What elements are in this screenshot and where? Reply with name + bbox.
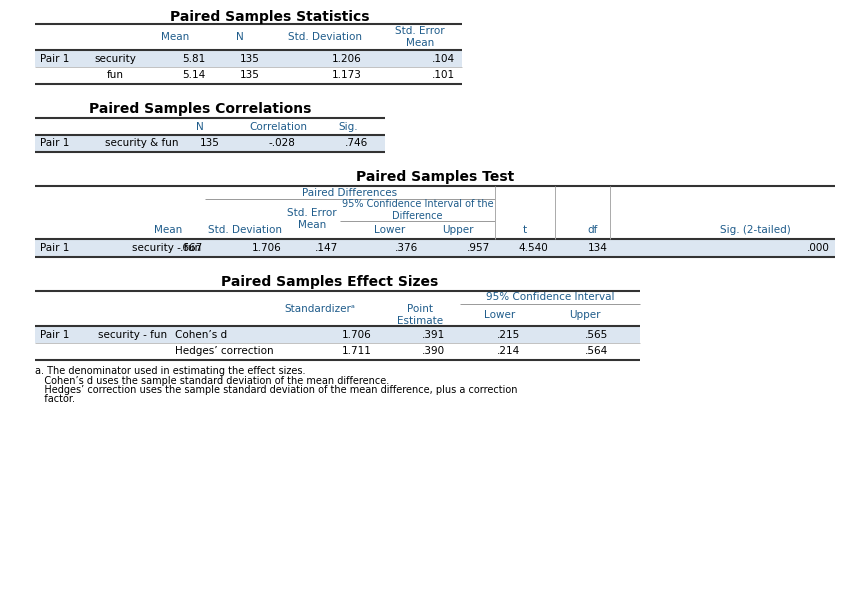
Text: security - fun: security - fun bbox=[98, 330, 167, 340]
Text: 134: 134 bbox=[588, 243, 608, 253]
Text: Sig.: Sig. bbox=[338, 122, 357, 131]
Text: Upper: Upper bbox=[442, 225, 473, 235]
Text: 135: 135 bbox=[200, 139, 220, 149]
Text: .667: .667 bbox=[180, 243, 203, 253]
Bar bbox=[35, 326, 640, 343]
Bar bbox=[35, 343, 640, 360]
Text: .147: .147 bbox=[315, 243, 338, 253]
Text: 95% Confidence Interval: 95% Confidence Interval bbox=[486, 293, 614, 303]
Text: Pair 1: Pair 1 bbox=[40, 330, 69, 340]
Text: 95% Confidence Interval of the
Difference: 95% Confidence Interval of the Differenc… bbox=[341, 199, 494, 221]
Text: Std. Deviation: Std. Deviation bbox=[208, 225, 282, 235]
Text: 4.540: 4.540 bbox=[518, 243, 548, 253]
Text: Correlation: Correlation bbox=[249, 122, 307, 131]
Text: .391: .391 bbox=[421, 330, 445, 340]
Text: Paired Differences: Paired Differences bbox=[303, 187, 398, 198]
Text: factor.: factor. bbox=[35, 395, 75, 405]
Text: .215: .215 bbox=[497, 330, 520, 340]
Text: Mean: Mean bbox=[154, 225, 182, 235]
Text: Hedges’ correction uses the sample standard deviation of the mean difference, pl: Hedges’ correction uses the sample stand… bbox=[35, 385, 517, 395]
Text: Point
Estimate: Point Estimate bbox=[397, 304, 443, 326]
Text: Sig. (2-tailed): Sig. (2-tailed) bbox=[720, 225, 791, 235]
Text: .565: .565 bbox=[584, 330, 608, 340]
Text: df: df bbox=[588, 225, 598, 235]
Text: Paired Samples Statistics: Paired Samples Statistics bbox=[170, 10, 370, 24]
Text: 135: 135 bbox=[241, 54, 260, 63]
Text: .000: .000 bbox=[807, 243, 830, 253]
Bar bbox=[35, 67, 462, 84]
Text: fun: fun bbox=[107, 70, 124, 81]
Text: a. The denominator used in estimating the effect sizes.: a. The denominator used in estimating th… bbox=[35, 366, 305, 376]
Text: Lower: Lower bbox=[484, 310, 516, 320]
Text: 5.81: 5.81 bbox=[182, 54, 205, 63]
Text: 1.706: 1.706 bbox=[342, 330, 372, 340]
Text: .214: .214 bbox=[497, 346, 520, 356]
Text: security - fun: security - fun bbox=[132, 243, 201, 253]
Text: 1.706: 1.706 bbox=[252, 243, 282, 253]
Text: .104: .104 bbox=[432, 54, 455, 63]
Text: Pair 1: Pair 1 bbox=[40, 139, 69, 149]
Text: Lower: Lower bbox=[374, 225, 405, 235]
Text: security & fun: security & fun bbox=[105, 139, 178, 149]
Text: .564: .564 bbox=[584, 346, 608, 356]
Text: Paired Samples Correlations: Paired Samples Correlations bbox=[89, 102, 311, 116]
Text: -.028: -.028 bbox=[268, 139, 295, 149]
Bar bbox=[35, 50, 462, 67]
Text: Std. Deviation: Std. Deviation bbox=[288, 32, 362, 42]
Text: Std. Error
Mean: Std. Error Mean bbox=[395, 26, 445, 48]
Text: 1.173: 1.173 bbox=[332, 70, 362, 81]
Text: .957: .957 bbox=[467, 243, 490, 253]
Text: security: security bbox=[94, 54, 136, 63]
Text: Standardizerᵃ: Standardizerᵃ bbox=[284, 303, 356, 313]
Text: Hedges’ correction: Hedges’ correction bbox=[175, 346, 273, 356]
Text: 135: 135 bbox=[241, 70, 260, 81]
Text: Pair 1: Pair 1 bbox=[40, 54, 69, 63]
Text: .376: .376 bbox=[394, 243, 418, 253]
Text: .746: .746 bbox=[345, 139, 368, 149]
Text: Std. Error
Mean: Std. Error Mean bbox=[287, 208, 336, 230]
Bar bbox=[35, 135, 385, 152]
Text: .390: .390 bbox=[422, 346, 445, 356]
Text: N: N bbox=[236, 32, 244, 42]
Text: Cohen’s d uses the sample standard deviation of the mean difference.: Cohen’s d uses the sample standard devia… bbox=[35, 376, 389, 386]
Text: Upper: Upper bbox=[569, 310, 600, 320]
Text: Paired Samples Effect Sizes: Paired Samples Effect Sizes bbox=[221, 275, 439, 289]
Text: .101: .101 bbox=[432, 70, 455, 81]
Text: N: N bbox=[196, 122, 204, 131]
Text: 1.206: 1.206 bbox=[332, 54, 362, 63]
Text: Mean: Mean bbox=[161, 32, 189, 42]
Text: t: t bbox=[523, 225, 527, 235]
Text: 1.711: 1.711 bbox=[342, 346, 372, 356]
Text: Pair 1: Pair 1 bbox=[40, 243, 69, 253]
Bar bbox=[35, 239, 835, 257]
Text: 5.14: 5.14 bbox=[182, 70, 205, 81]
Text: Cohen’s d: Cohen’s d bbox=[175, 330, 227, 340]
Text: Paired Samples Test: Paired Samples Test bbox=[356, 170, 514, 184]
